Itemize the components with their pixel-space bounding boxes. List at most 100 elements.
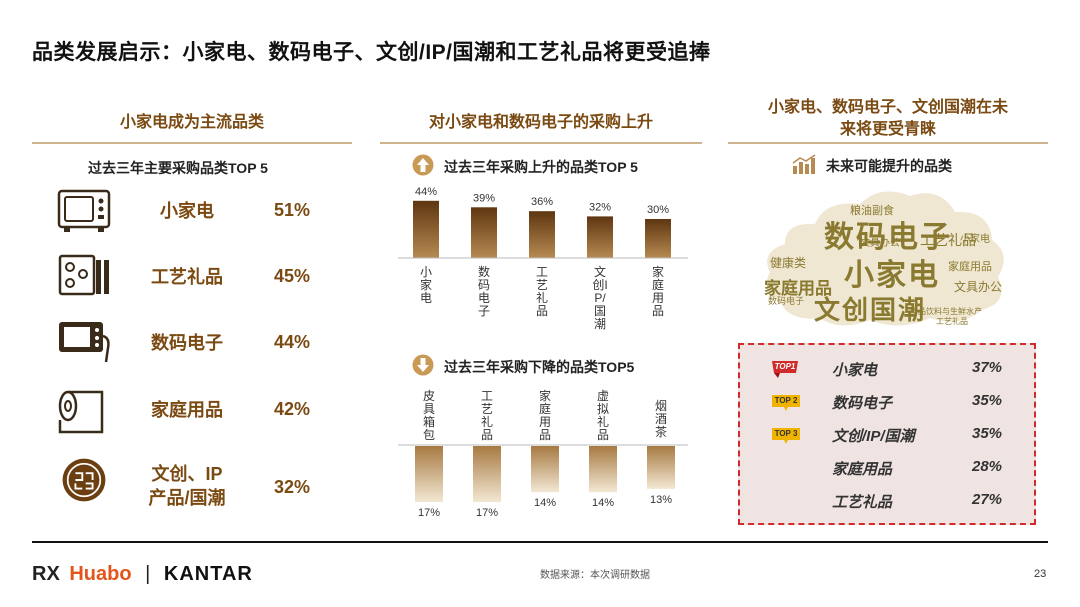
col2-header: 对小家电和数码电子的采购上升 — [428, 114, 653, 131]
bar-up-label: 44% — [415, 186, 437, 198]
top-pct: 28% — [972, 458, 1003, 475]
top3-badge: TOP 3 — [774, 429, 798, 438]
logo-huabo: Huabo — [69, 563, 132, 585]
bar-up-category: 小家电 — [419, 265, 432, 305]
top2-badge: TOP 2 — [774, 396, 798, 405]
bar-down-category: 皮具箱包 — [422, 389, 435, 442]
bar-down-category: 虚拟礼品 — [596, 389, 609, 442]
cloud-word: 家庭用品 — [764, 279, 832, 298]
bar-down-category: 家庭用品 — [538, 389, 551, 442]
col1-item-name: 数码电子 — [151, 333, 223, 353]
col2-divider — [380, 142, 702, 144]
chinese-pattern-icon — [62, 458, 106, 502]
list-item: 工艺礼品 27% — [740, 485, 1034, 515]
col1-item-pct: 45% — [274, 266, 311, 286]
cloud-word: 数码电子 — [768, 296, 805, 306]
bar-down-label: 17% — [418, 507, 440, 519]
bar-up-category: 数码电子 — [477, 265, 490, 318]
cloud-word: 工艺礼品 — [920, 232, 976, 248]
bar-up-label: 39% — [473, 192, 495, 204]
bar-up — [645, 219, 671, 258]
col1-item-name: 文创、IP — [151, 464, 223, 484]
bar-down-label: 14% — [592, 497, 614, 509]
future-top-list: TOP1 小家电 37% TOP 2 数码电子 35% TOP 3 文创/IP/… — [738, 343, 1036, 525]
chart-up: 44% 39% 36% 32% 30% — [398, 186, 688, 259]
craft-gift-icon — [58, 254, 109, 296]
bar-down-category: 工艺礼品 — [480, 389, 493, 442]
bar-up-category: 文创IP/国潮 — [592, 265, 608, 331]
cloud-word: 家庭用品 — [948, 261, 992, 273]
col1-item-pct: 32% — [274, 477, 311, 497]
logo-mark: RX — [32, 563, 60, 585]
list-item: TOP 2 数码电子 35% — [740, 386, 1034, 416]
bar-up — [413, 200, 439, 258]
top-name: 小家电 — [832, 362, 878, 379]
chart-down-title: 过去三年采购下降的品类TOP5 — [444, 359, 635, 375]
arrow-down-icon — [412, 354, 434, 376]
cloud-word: 小家电 — [960, 234, 990, 245]
col1-item-name: 工艺礼品 — [151, 267, 223, 287]
bar-down-category: 烟酒茶 — [654, 399, 667, 439]
cloud-shape — [766, 191, 1004, 326]
top-pct: 27% — [972, 491, 1003, 508]
word-cloud: 粮油副食 数码电子 工艺礼品 文具办公 健康类 小家电 小家电 家庭用品 家庭用… — [760, 182, 1010, 332]
bar-up-category: 家庭用品 — [651, 265, 664, 318]
logo-kantar: KANTAR — [163, 563, 253, 585]
bar-up-label: 36% — [531, 196, 553, 208]
col3-subtitle: 未来可能提升的品类 — [826, 158, 952, 174]
top-pct: 35% — [972, 425, 1003, 442]
col1-item-pct: 44% — [274, 332, 311, 352]
col1-item-name-line2: 产品/国潮 — [148, 488, 226, 508]
top-name: 数码电子 — [832, 395, 893, 412]
bar-down-label: 14% — [534, 497, 556, 509]
logo-separator: | — [145, 563, 151, 585]
digital-device-icon — [59, 322, 110, 363]
cloud-word: 文具办公 — [860, 238, 900, 249]
bar-down-label: 13% — [650, 494, 672, 506]
bar-up — [529, 211, 555, 258]
col1-subtitle: 过去三年主要采购品类TOP 5 — [88, 160, 268, 176]
microwave-icon — [57, 189, 111, 232]
top1-badge: TOP1 — [774, 362, 796, 371]
bar-down — [531, 446, 559, 493]
cloud-word: 小家电 — [844, 259, 940, 292]
bar-up — [587, 216, 613, 258]
bar-down-label: 17% — [476, 507, 498, 519]
col3-header-line2: 来将更受青睐 — [839, 121, 936, 138]
cloud-word: 数码电子 — [824, 221, 952, 254]
page-number: 23 — [1034, 568, 1047, 580]
col1-item-name: 小家电 — [160, 201, 214, 221]
list-item: TOP1 小家电 37% — [740, 353, 1034, 383]
col1-item-pct: 51% — [274, 200, 311, 220]
col3-divider — [728, 142, 1048, 144]
footer-source: 数据来源：本次调研数据 — [540, 570, 650, 581]
top-pct: 35% — [972, 392, 1003, 409]
chart-down: 17% 17% 14% 14% 13% — [398, 444, 688, 519]
paper-roll-icon — [58, 390, 104, 434]
col1-item-pct: 42% — [274, 399, 311, 419]
top3-badge-icon — [772, 428, 800, 444]
col1-divider — [32, 142, 352, 144]
top-name: 文创/IP/国潮 — [832, 428, 915, 445]
top-name: 家庭用品 — [832, 461, 893, 478]
bar-up-label: 30% — [647, 204, 669, 216]
top-pct: 37% — [972, 359, 1003, 376]
bar-down — [415, 446, 443, 503]
bar-up-category: 工艺礼品 — [535, 265, 548, 318]
page-title: 品类发展启示：小家电、数码电子、文创/IP/国潮和工艺礼品将更受追捧 — [32, 41, 711, 64]
bar-down — [473, 446, 501, 503]
col1-header: 小家电成为主流品类 — [119, 114, 264, 131]
chart-up-title: 过去三年采购上升的品类TOP 5 — [444, 159, 638, 175]
list-item: TOP 3 文创/IP/国潮 35% — [740, 419, 1034, 449]
bar-up — [471, 207, 497, 258]
cloud-word: 健康类 — [770, 256, 807, 270]
cloud-word: 文创国潮 — [814, 295, 927, 325]
bar-up-label: 32% — [589, 201, 611, 213]
bar-down — [647, 446, 675, 489]
cloud-word: 粮油副食 — [850, 205, 894, 217]
col1-item-name: 家庭用品 — [151, 400, 223, 420]
logo: RX Huabo | KANTAR — [32, 563, 253, 586]
cloud-word: 食品饮料与生鲜水产 — [910, 307, 982, 316]
bar-down — [589, 446, 617, 493]
arrow-up-icon — [412, 154, 434, 176]
